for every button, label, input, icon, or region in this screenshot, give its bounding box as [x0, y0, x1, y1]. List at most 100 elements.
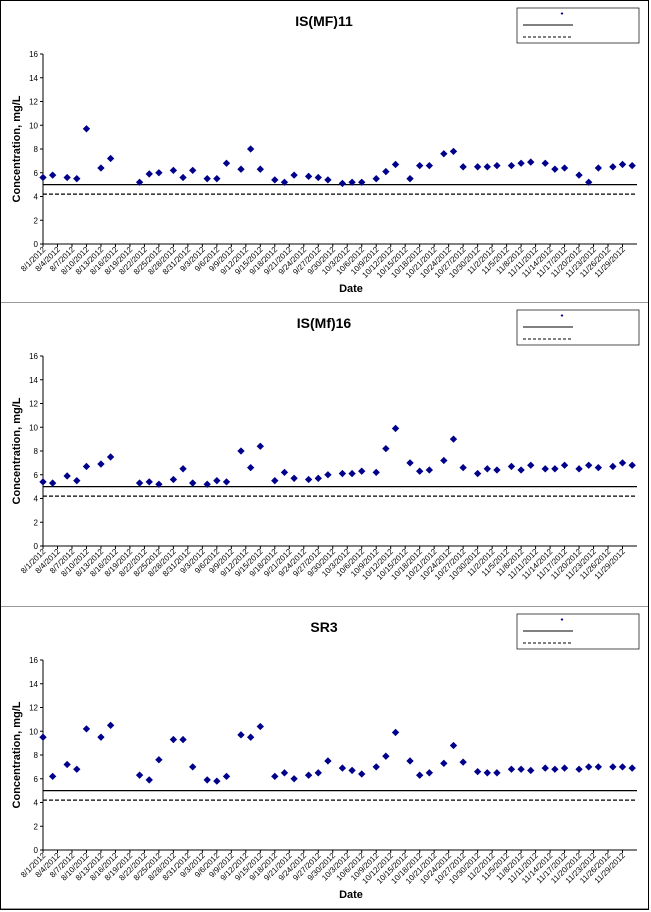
data-point	[189, 479, 197, 487]
data-point	[155, 169, 163, 177]
data-point	[348, 469, 356, 478]
data-point	[517, 466, 525, 474]
y-tick-label: 10	[29, 727, 38, 736]
data-point	[155, 480, 163, 488]
y-tick-label: 14	[29, 74, 38, 83]
data-point	[493, 769, 501, 777]
data-point	[585, 763, 593, 771]
data-point	[459, 758, 467, 766]
data-point	[73, 765, 81, 773]
data-point	[82, 725, 91, 733]
data-point	[169, 475, 178, 484]
x-axis-label: Date	[339, 283, 363, 295]
data-point	[493, 161, 501, 170]
data-point	[246, 733, 255, 741]
data-point	[406, 757, 414, 765]
data-point	[560, 764, 569, 772]
y-tick-label: 10	[29, 121, 38, 130]
y-tick-label: 16	[29, 50, 38, 59]
data-point	[575, 465, 583, 473]
data-point	[246, 145, 255, 153]
data-point	[628, 461, 636, 469]
y-tick-label: 6	[34, 471, 39, 480]
data-point	[382, 444, 390, 453]
data-point	[527, 766, 535, 775]
chart-title: IS(Mf)16	[297, 315, 352, 331]
data-point	[527, 461, 535, 469]
data-point	[290, 474, 298, 482]
data-point	[39, 478, 47, 486]
y-tick-label: 14	[29, 680, 38, 689]
chart-panel-3: SR3 0 2 4 6 8 10 12 14 16 Concentration, mg/L 8/1/2…	[1, 607, 648, 909]
data-point	[372, 175, 380, 183]
data-point	[594, 164, 603, 172]
y-tick-label: 4	[34, 495, 39, 504]
data-point	[82, 462, 91, 471]
data-point	[48, 772, 57, 781]
data-point	[560, 461, 569, 469]
data-point	[551, 165, 559, 173]
legend-marker	[560, 618, 564, 621]
chart-legend	[516, 7, 640, 44]
data-point	[348, 178, 356, 186]
data-point	[541, 159, 549, 167]
data-point	[483, 465, 491, 473]
data-point	[338, 179, 347, 188]
y-tick-label: 4	[34, 193, 39, 202]
data-point	[97, 164, 105, 172]
data-point	[575, 765, 583, 773]
data-point	[473, 163, 482, 171]
data-point	[280, 468, 289, 477]
data-point	[82, 125, 91, 133]
data-point	[618, 459, 627, 467]
data-point	[256, 722, 264, 731]
y-tick-label: 8	[34, 751, 39, 760]
data-point	[473, 767, 482, 776]
data-point	[609, 763, 617, 771]
data-point	[213, 477, 221, 485]
data-point	[551, 765, 559, 773]
data-point	[348, 766, 356, 775]
data-point	[280, 769, 289, 777]
data-point	[314, 173, 322, 182]
data-point	[73, 175, 81, 183]
data-point	[63, 760, 71, 769]
data-point	[304, 771, 313, 779]
data-point	[585, 178, 593, 186]
chart-panel-2: IS(Mf)16 0 2 4 6 8 10 12 14 16 Concentration, mg/L…	[1, 303, 648, 607]
y-axis-label: Concentration, mg/L	[11, 397, 23, 504]
data-point	[358, 178, 366, 186]
data-point	[483, 163, 491, 171]
data-point	[449, 147, 458, 156]
y-tick-label: 2	[34, 216, 39, 225]
data-point	[179, 735, 187, 744]
data-point	[237, 165, 245, 173]
data-point	[541, 764, 549, 772]
data-point	[609, 462, 617, 471]
data-point	[618, 160, 627, 169]
data-point	[560, 164, 569, 172]
data-point	[256, 442, 264, 450]
data-point	[271, 772, 279, 781]
y-tick-label: 14	[29, 376, 38, 385]
chart-title: IS(MF)11	[295, 13, 353, 29]
data-point	[517, 765, 525, 773]
data-point	[290, 775, 298, 783]
data-point	[594, 463, 603, 472]
data-point	[203, 175, 211, 183]
data-point	[145, 776, 153, 784]
chart-legend	[516, 309, 640, 346]
data-point	[135, 771, 144, 779]
data-point	[106, 154, 115, 163]
data-point	[391, 424, 400, 433]
data-point	[304, 172, 313, 180]
data-point	[73, 477, 81, 485]
data-point	[372, 763, 380, 771]
chart-1: IS(MF)11 0 2 4 6 8 10 12 14 16 Concentration, mg/L…	[11, 7, 640, 295]
chart-panel-1: IS(MF)11 0 2 4 6 8 10 12 14 16 Concentration, mg/L…	[1, 1, 648, 303]
data-point	[382, 752, 390, 760]
data-point	[416, 467, 424, 475]
data-point	[406, 175, 414, 183]
data-point	[290, 171, 298, 179]
